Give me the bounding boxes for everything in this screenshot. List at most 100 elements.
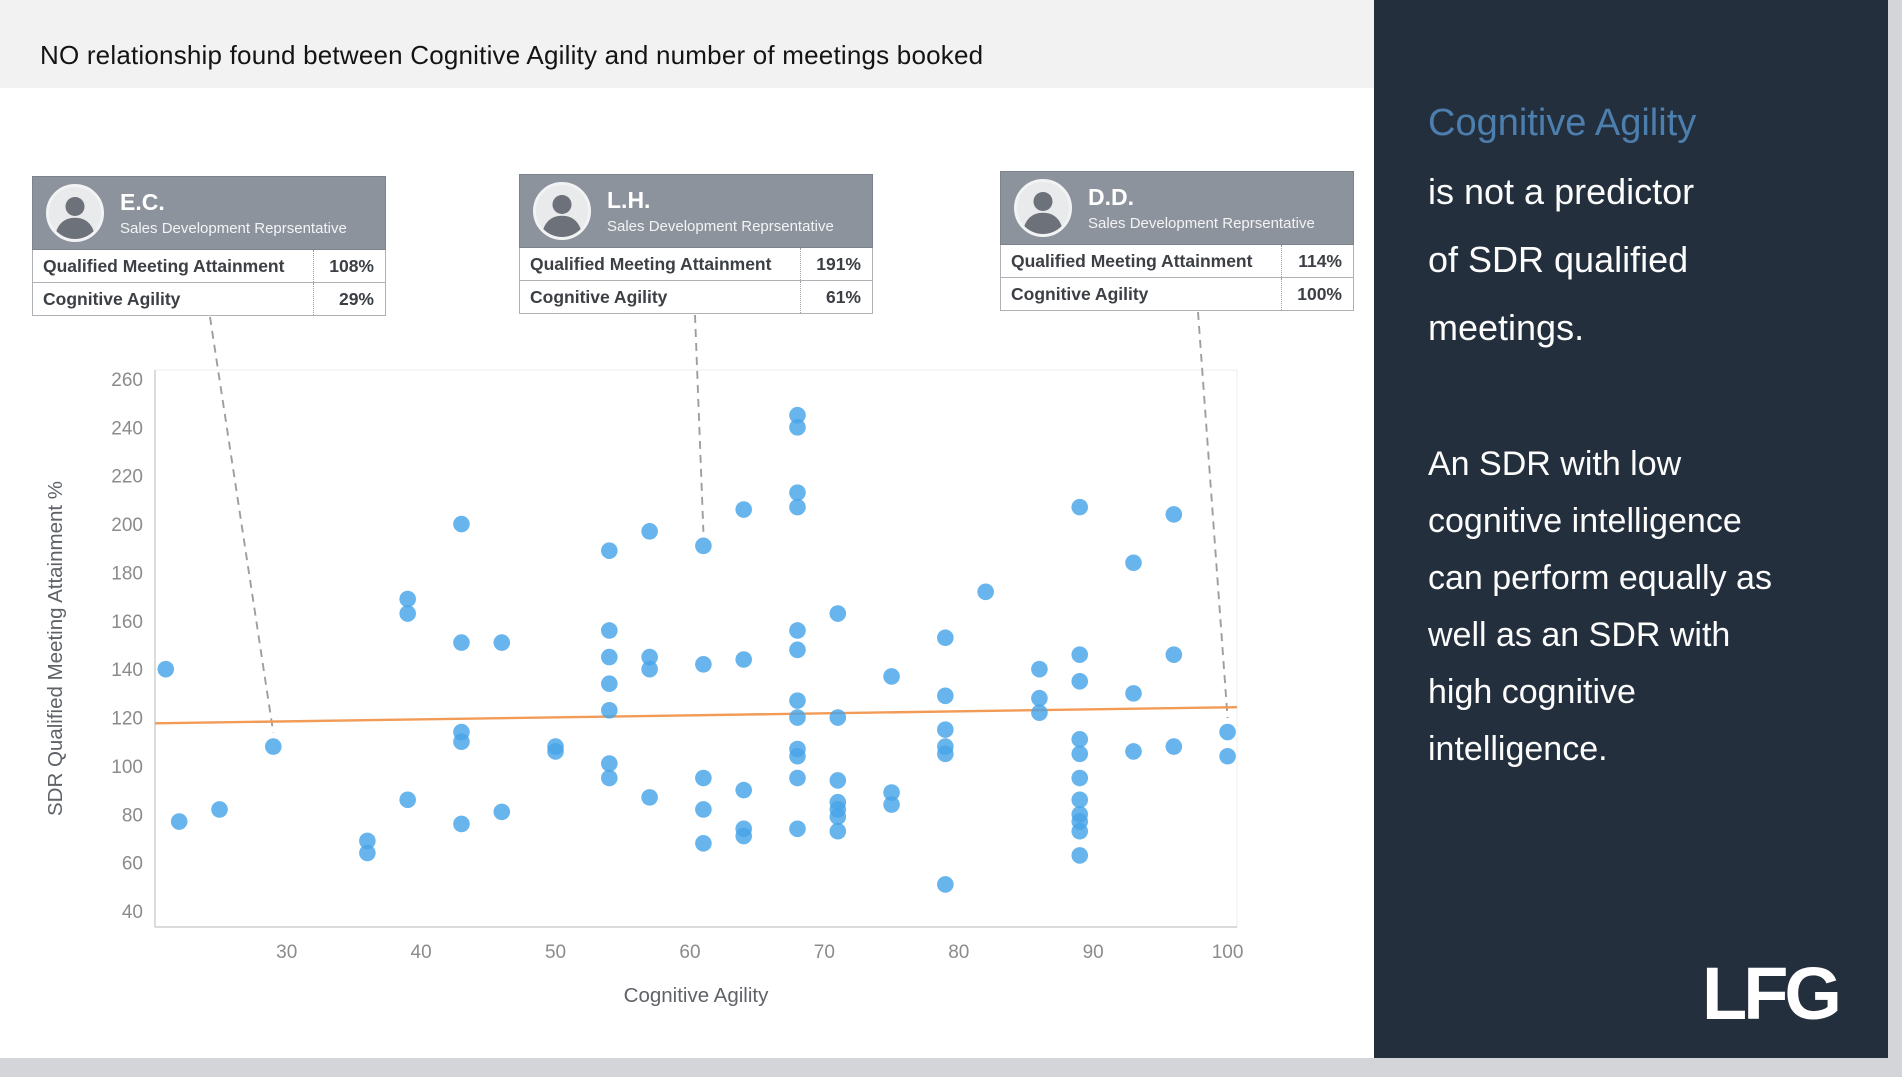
sidebar-body-text: An SDR with low cognitive intelligence c…: [1428, 445, 1772, 768]
data-point: [735, 827, 753, 845]
data-point: [641, 648, 658, 666]
data-point: [1071, 646, 1089, 663]
data-point: [1219, 747, 1236, 765]
data-point: [359, 844, 376, 862]
data-point: [735, 651, 753, 668]
stat-row: Cognitive Agility 100%: [1000, 278, 1354, 311]
data-point: [1219, 723, 1236, 741]
data-point: [601, 542, 618, 559]
data-point: [601, 622, 618, 639]
data-point: [829, 605, 847, 622]
scatter-chart-svg: 40 60 80 100 120 140 160 180 200 220 240 260 30 40 50 6…: [44, 311, 1244, 1007]
data-point: [1071, 822, 1089, 840]
data-point: [695, 769, 712, 787]
lfg-logo: LFG: [1702, 952, 1842, 1035]
stat-row: Qualified Meeting Attainment 108%: [32, 250, 386, 283]
data-point: [1031, 660, 1048, 678]
data-point: [937, 721, 954, 738]
data-point: [829, 808, 847, 826]
sdr-role: Sales Development Reprsentative: [607, 217, 834, 235]
data-point: [883, 668, 900, 685]
stat-label: Cognitive Agility: [1011, 283, 1149, 304]
x-tick-label: 30: [276, 942, 297, 963]
stat-label: Cognitive Agility: [530, 286, 668, 307]
data-point: [264, 738, 282, 755]
data-point: [789, 406, 806, 424]
data-point: [453, 815, 470, 833]
card-connector-line: [1197, 311, 1229, 719]
data-point: [977, 583, 994, 601]
data-point: [453, 733, 470, 751]
stat-value: 114%: [1281, 245, 1353, 277]
person-avatar-icon: [533, 182, 591, 240]
data-point: [601, 701, 618, 719]
data-point: [735, 501, 753, 518]
y-tick-label: 80: [122, 805, 143, 826]
y-tick-label: 180: [111, 563, 143, 584]
data-point: [789, 419, 806, 436]
data-point: [399, 791, 416, 809]
y-tick-label: 40: [122, 902, 143, 923]
card-connector-line: [694, 314, 705, 532]
data-point: [789, 641, 806, 659]
y-tick-label: 140: [111, 660, 143, 681]
sdr-card-ec-identity: E.C. Sales Development Reprsentative: [120, 190, 347, 236]
data-point: [1071, 498, 1089, 516]
person-avatar-icon: [46, 184, 104, 242]
slide: NO relationship found between Cognitive …: [0, 0, 1374, 1058]
data-point: [399, 590, 416, 608]
card-connector-line: [209, 316, 275, 733]
stat-label: Qualified Meeting Attainment: [43, 255, 285, 276]
x-tick-label: 60: [679, 942, 700, 963]
y-tick-label: 160: [111, 612, 143, 633]
stat-value: 61%: [800, 281, 872, 313]
insight-sidebar: Cognitive Agility is not a predictor of …: [1374, 0, 1888, 1058]
data-point: [641, 789, 658, 806]
data-point: [1165, 506, 1183, 523]
data-point: [1165, 646, 1183, 663]
y-tick-label: 220: [111, 467, 143, 488]
data-point: [829, 709, 847, 726]
data-point: [829, 822, 847, 840]
sdr-card-ec-header: E.C. Sales Development Reprsentative: [32, 176, 386, 250]
stat-row: Cognitive Agility 29%: [32, 283, 386, 316]
data-point: [937, 876, 954, 893]
data-point: [829, 772, 847, 789]
sdr-card-lh: L.H. Sales Development Reprsentative Qua…: [519, 174, 873, 314]
y-tick-label: 260: [111, 370, 143, 391]
x-tick-label: 40: [411, 942, 432, 963]
data-point: [695, 537, 712, 555]
sidebar-statement: is not a predictor of SDR qualified meet…: [1428, 171, 1695, 348]
data-point: [547, 743, 564, 760]
data-point: [1071, 745, 1089, 763]
data-point: [735, 781, 753, 799]
data-point: [453, 634, 470, 651]
data-point: [1071, 731, 1089, 748]
data-point: [789, 709, 806, 726]
y-tick-label: 200: [111, 515, 143, 536]
data-point: [789, 747, 806, 765]
data-point: [789, 692, 806, 709]
data-point: [399, 605, 416, 622]
data-point: [1071, 847, 1089, 864]
data-point: [695, 835, 712, 852]
sidebar-heading: Cognitive Agility: [1428, 102, 1697, 144]
data-point: [641, 523, 658, 540]
slide-title: NO relationship found between Cognitive …: [40, 40, 984, 70]
y-tick-label: 60: [122, 854, 143, 875]
x-tick-label: 50: [545, 942, 566, 963]
x-tick-label: 100: [1212, 942, 1244, 963]
data-point: [493, 634, 511, 651]
data-point: [170, 813, 188, 830]
sdr-role: Sales Development Reprsentative: [1088, 214, 1315, 232]
stat-label: Qualified Meeting Attainment: [530, 253, 772, 274]
sdr-card-dd-identity: D.D. Sales Development Reprsentative: [1088, 185, 1315, 232]
data-point: [453, 515, 470, 533]
data-point: [937, 629, 954, 647]
sdr-card-lh-header: L.H. Sales Development Reprsentative: [519, 174, 873, 248]
data-point: [1031, 689, 1048, 707]
data-point: [641, 660, 658, 678]
data-point: [937, 687, 954, 705]
stat-row: Qualified Meeting Attainment 191%: [519, 248, 873, 281]
